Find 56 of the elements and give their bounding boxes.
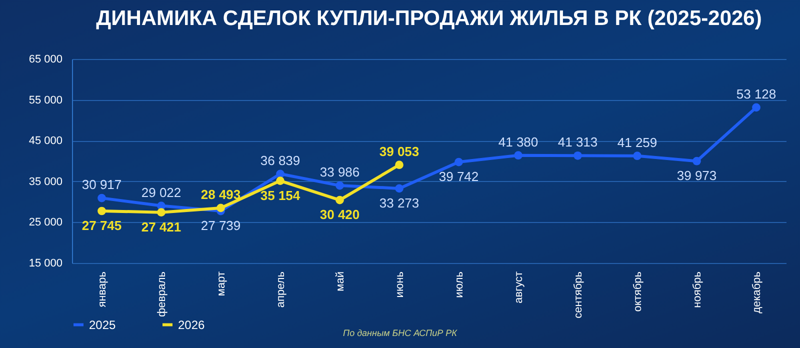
data-label: 41 259: [617, 134, 658, 150]
data-label: 39 742: [438, 169, 479, 184]
data-label: 30 917: [82, 177, 122, 192]
point: [395, 160, 404, 170]
point: [752, 103, 760, 112]
data-label: 36 839: [260, 152, 300, 168]
y-tick-label: 35 000: [28, 176, 62, 188]
point: [276, 176, 284, 185]
point: [157, 208, 166, 216]
legend-label: 2025: [89, 318, 116, 332]
y-tick-label: 25 000: [28, 216, 62, 229]
point: [216, 204, 225, 212]
data-label: 27 745: [82, 218, 122, 233]
x-tick-label: май: [334, 272, 346, 292]
y-tick-label: 55 000: [28, 94, 62, 106]
y-tick-label: 45 000: [28, 135, 62, 148]
data-label: 41 380: [498, 134, 538, 150]
y-tick-label: 15 000: [28, 258, 62, 270]
chart-title: ДИНАМИКА СДЕЛОК КУПЛИ-ПРОДАЖИ ЖИЛЬЯ В РК (2025-2026): [96, 7, 762, 30]
point: [98, 206, 106, 216]
data-label: 28 493: [200, 186, 241, 202]
x-tick-label: ноябрь: [691, 271, 704, 308]
point: [276, 170, 284, 178]
x-tick-label: сентябрь: [572, 271, 584, 318]
point: [336, 181, 344, 190]
point: [633, 152, 642, 160]
data-label: 27 739: [200, 218, 241, 234]
x-tick-label: октябрь: [632, 271, 644, 312]
legend-label: 2026: [178, 318, 206, 332]
data-label: 35 154: [260, 188, 301, 203]
point: [454, 158, 463, 166]
x-tick-label: август: [512, 272, 525, 304]
text: По данным БНС АСПиР РК: [343, 328, 457, 338]
x-tick-label: июль: [453, 271, 466, 298]
data-label: 29 022: [141, 184, 182, 200]
point: [574, 151, 582, 160]
data-label: 41 313: [558, 134, 598, 150]
point: [395, 184, 404, 193]
data-label: 33 986: [320, 164, 360, 180]
data-label: 39 053: [379, 144, 420, 159]
point: [514, 151, 522, 160]
x-tick-label: февраль: [156, 271, 168, 317]
x-tick-label: декабрь: [750, 271, 763, 314]
point: [336, 196, 344, 204]
data-label: 39 973: [676, 168, 717, 184]
x-tick-label: март: [215, 272, 228, 296]
x-tick-label: апрель: [274, 271, 287, 308]
y-tick-label: 65 000: [28, 54, 62, 66]
data-label: 30 420: [320, 207, 360, 222]
data-label: 27 421: [141, 219, 182, 234]
data-label: 33 273: [379, 195, 420, 210]
x-tick-label: июнь: [394, 271, 406, 298]
data-label: 53 128: [736, 86, 776, 102]
x-tick-label: январь: [96, 271, 108, 308]
point: [98, 194, 106, 202]
point: [692, 156, 701, 166]
